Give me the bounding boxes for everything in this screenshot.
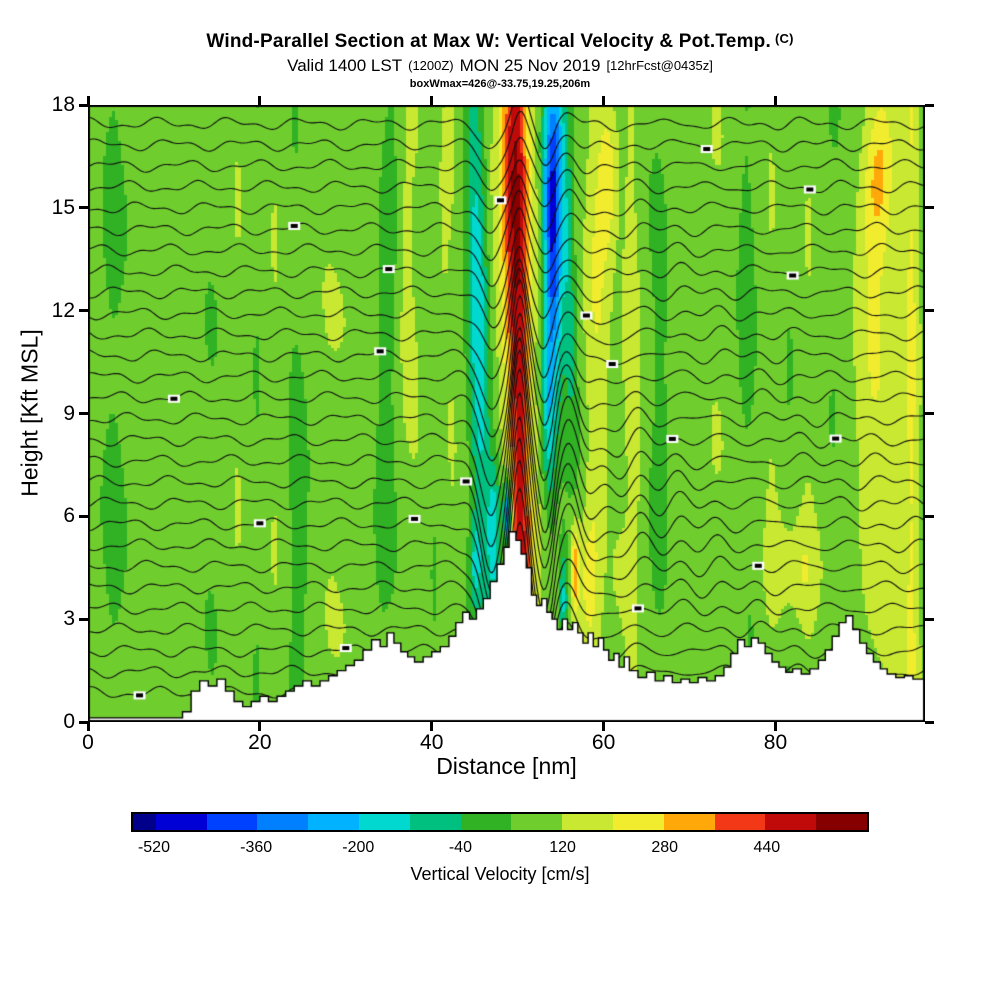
colorbar-tick-label: 280 [651, 839, 679, 856]
x-axis-tick-top [773, 96, 777, 105]
y-axis-tick-right [925, 206, 934, 210]
colorbar-tick-label: 440 [753, 839, 781, 856]
colorbar-tick-label: -40 [448, 839, 472, 856]
y-tick-label: 9 [63, 401, 75, 425]
y-axis-tick [79, 206, 88, 210]
valid-fcst: [12hrFcst@0435z] [606, 58, 713, 73]
x-axis-tick [258, 722, 262, 731]
x-axis-tick [430, 722, 434, 731]
colorbar-segment [133, 814, 156, 830]
y-tick-label: 15 [51, 195, 75, 219]
valid-date: MON 25 Nov 2019 [459, 56, 601, 75]
boxwmax-note: boxWmax=426@-33.75,19.25,206m [409, 78, 591, 90]
x-tick-label: 0 [82, 731, 94, 754]
y-axis-tick-right [925, 309, 934, 313]
x-axis-tick [602, 722, 606, 731]
page-title: Wind-Parallel Section at Max W: Vertical… [0, 31, 1000, 53]
colorbar-segment [562, 814, 614, 830]
x-tick-label: 80 [763, 731, 788, 754]
plot-area [88, 105, 925, 722]
x-tick-label: 60 [591, 731, 616, 754]
colorbar-segment [613, 814, 664, 830]
colorbar-tick-label: -520 [137, 839, 170, 856]
colorbar-segment [511, 814, 563, 830]
valid-prefix: Valid 1400 LST [287, 56, 403, 75]
x-axis-tick-top [86, 96, 90, 105]
x-axis-tick-top [258, 96, 262, 105]
y-axis-tick-right [925, 412, 934, 415]
colorbar-segment [308, 814, 360, 830]
y-tick-label: 18 [51, 93, 75, 116]
x-tick-label: 20 [248, 731, 272, 754]
y-axis-tick-right [925, 720, 934, 724]
colorbar-tick-label: -360 [240, 839, 273, 856]
colorbar-segment [257, 814, 309, 830]
colorbar-segment [155, 814, 207, 830]
x-axis-tick-top [430, 96, 434, 105]
colorbar [131, 812, 869, 832]
valid-time-line: Valid 1400 LST (1200Z) MON 25 Nov 2019 [12h… [0, 56, 1000, 76]
title-unit: (C) [774, 31, 794, 46]
colorbar-label: Vertical Velocity [cm/s] [410, 864, 590, 884]
y-tick-label: 3 [63, 607, 75, 631]
y-axis-tick [79, 720, 88, 724]
x-axis-tick [86, 722, 90, 731]
colorbar-segment [460, 814, 512, 830]
y-axis-tick [79, 103, 88, 107]
colorbar-tick-label: -200 [342, 839, 375, 856]
x-axis-label: Distance [nm] [436, 753, 577, 779]
y-axis-tick [79, 309, 88, 313]
cross-section-canvas [88, 105, 925, 722]
colorbar-segment [816, 814, 868, 830]
title-text: Wind-Parallel Section at Max W: Vertical… [206, 31, 771, 52]
colorbar-segment [765, 814, 817, 830]
x-axis-tick-top [602, 96, 606, 105]
y-axis-tick-right [925, 103, 934, 107]
colorbar-segment [714, 814, 766, 830]
y-axis-tick [79, 514, 88, 518]
y-tick-label: 12 [51, 298, 75, 322]
colorbar-segment [409, 814, 461, 830]
y-axis-tick [79, 412, 88, 415]
colorbar-segment [663, 814, 715, 830]
y-axis-tick-right [925, 514, 934, 518]
x-tick-label: 40 [420, 731, 444, 754]
y-tick-label: 0 [63, 710, 75, 733]
colorbar-segment [206, 814, 258, 830]
y-axis-tick [79, 617, 88, 621]
valid-ztime: (1200Z) [408, 58, 454, 73]
y-axis-tick-right [925, 617, 934, 621]
x-axis-tick [773, 722, 777, 731]
colorbar-tick-label: 120 [549, 839, 576, 856]
colorbar-segment [359, 814, 410, 830]
y-tick-label: 6 [63, 504, 75, 528]
